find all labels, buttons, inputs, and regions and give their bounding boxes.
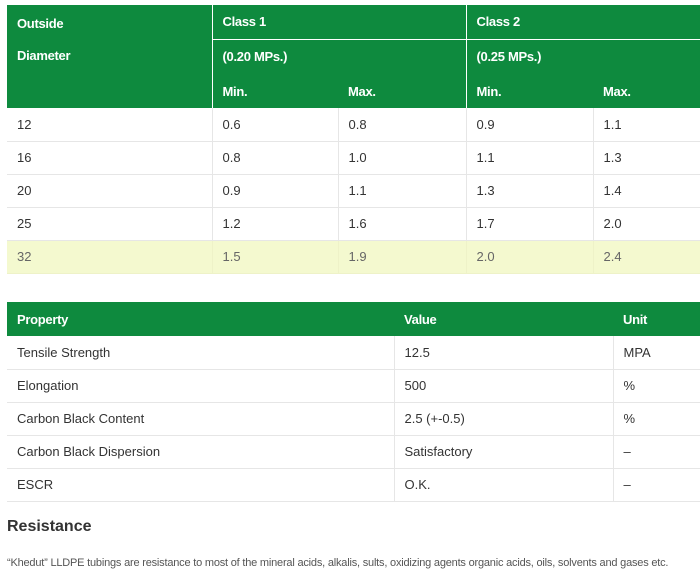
resistance-description: “Khedut” LLDPE tubings are resistance to… (7, 557, 669, 569)
outside-diameter-header: Outside Diameter (7, 5, 213, 74)
properties-table: Property Value Unit Tensile Strength 12.… (7, 302, 700, 502)
class1-max-cell: 1.9 (338, 240, 467, 274)
class1-min-cell: 1.5 (212, 240, 339, 274)
value-header: Value (394, 302, 613, 336)
diameter-cell: 32 (7, 240, 213, 274)
class2-max-cell: 1.4 (593, 174, 700, 208)
diameter-cell: 20 (7, 174, 213, 208)
diameter-cell: 25 (7, 207, 213, 241)
class1-max-cell: 1.0 (338, 141, 467, 175)
value-cell: 12.5 (394, 336, 614, 370)
diameter-cell: 16 (7, 141, 213, 175)
table-row: Carbon Black Dispersion Satisfactory – (7, 435, 700, 469)
unit-cell: % (613, 402, 700, 436)
class2-max-cell: 1.3 (593, 141, 700, 175)
class1-min-header: Min. (212, 74, 338, 108)
table-row: Tensile Strength 12.5 MPA (7, 336, 700, 370)
table-row-highlighted: 32 1.5 1.9 2.0 2.4 (7, 240, 700, 274)
class2-max-header: Max. (593, 74, 700, 108)
value-cell: Satisfactory (394, 435, 614, 469)
class1-max-cell: 1.6 (338, 207, 467, 241)
class1-pressure-header: (0.20 MPs.) (212, 39, 467, 74)
unit-header: Unit (613, 302, 700, 336)
unit-cell: – (613, 435, 700, 469)
property-cell: Carbon Black Content (7, 402, 395, 436)
table-row: Elongation 500 % (7, 369, 700, 403)
resistance-heading: Resistance (7, 518, 92, 535)
class2-min-cell: 1.3 (466, 174, 594, 208)
unit-cell: – (613, 468, 700, 502)
table-row: 16 0.8 1.0 1.1 1.3 (7, 141, 700, 175)
table-row: 12 0.6 0.8 0.9 1.1 (7, 108, 700, 142)
diameter-cell: 12 (7, 108, 213, 142)
property-cell: Tensile Strength (7, 336, 395, 370)
class1-min-cell: 1.2 (212, 207, 339, 241)
property-cell: Carbon Black Dispersion (7, 435, 395, 469)
class1-max-cell: 0.8 (338, 108, 467, 142)
class2-pressure-header: (0.25 MPs.) (466, 39, 700, 74)
class2-min-cell: 0.9 (466, 108, 594, 142)
table-row: Carbon Black Content 2.5 (+-0.5) % (7, 402, 700, 436)
class1-header: Class 1 (212, 5, 467, 40)
class2-max-cell: 2.4 (593, 240, 700, 274)
value-cell: O.K. (394, 468, 614, 502)
table-row: ESCR O.K. – (7, 468, 700, 502)
class2-min-cell: 2.0 (466, 240, 594, 274)
table-row: 20 0.9 1.1 1.3 1.4 (7, 174, 700, 208)
class1-min-cell: 0.8 (212, 141, 339, 175)
class2-header: Class 2 (466, 5, 700, 40)
class2-max-cell: 2.0 (593, 207, 700, 241)
table-row: 25 1.2 1.6 1.7 2.0 (7, 207, 700, 241)
class1-min-cell: 0.6 (212, 108, 339, 142)
unit-cell: MPA (613, 336, 700, 370)
property-cell: ESCR (7, 468, 395, 502)
outside-diameter-label-line1: Outside (17, 15, 64, 31)
tubing-dimensions-table: Outside Diameter Class 1 Class 2 (0.20 M… (7, 5, 700, 274)
class1-max-header: Max. (338, 74, 467, 108)
property-header: Property (7, 302, 394, 336)
property-cell: Elongation (7, 369, 395, 403)
class1-max-cell: 1.1 (338, 174, 467, 208)
value-cell: 500 (394, 369, 614, 403)
outside-diameter-label-line2: Diameter (17, 47, 71, 63)
diameter-subheader-blank (7, 74, 213, 108)
class2-min-cell: 1.1 (466, 141, 594, 175)
class1-min-cell: 0.9 (212, 174, 339, 208)
value-cell: 2.5 (+-0.5) (394, 402, 614, 436)
class2-max-cell: 1.1 (593, 108, 700, 142)
class2-min-cell: 1.7 (466, 207, 594, 241)
unit-cell: % (613, 369, 700, 403)
class2-min-header: Min. (466, 74, 593, 108)
